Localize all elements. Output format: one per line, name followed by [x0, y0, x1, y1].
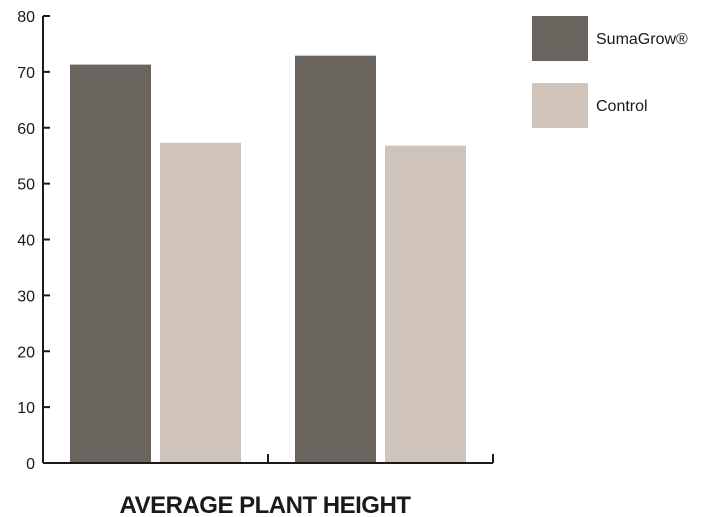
bar-sumagrow-2: [295, 55, 376, 463]
y-tick-label: 10: [17, 400, 35, 417]
x-axis: [43, 454, 494, 464]
bar-sumagrow-1: [70, 64, 151, 463]
legend-label-control: Control: [596, 98, 648, 115]
bar-control-2: [385, 145, 466, 463]
legend-label-sumagrow: SumaGrow®: [596, 31, 688, 48]
y-tick-label: 50: [17, 177, 35, 194]
legend: SumaGrow® Control: [532, 16, 688, 128]
y-tick-label: 0: [26, 456, 35, 473]
chart-title: AVERAGE PLANT HEIGHT: [120, 492, 412, 517]
legend-swatch-sumagrow: [532, 16, 588, 61]
y-tick-label: 70: [17, 65, 35, 82]
y-tick-label: 20: [17, 344, 35, 361]
bar-control-1: [160, 142, 241, 463]
y-tick-label: 60: [17, 121, 35, 138]
bars: [70, 55, 466, 463]
y-tick-label: 80: [17, 9, 35, 26]
legend-swatch-control: [532, 83, 588, 128]
y-axis: 0 10 20 30 40 50 60 70 80: [17, 9, 50, 473]
y-tick-label: 40: [17, 233, 35, 250]
y-tick-label: 30: [17, 288, 35, 305]
